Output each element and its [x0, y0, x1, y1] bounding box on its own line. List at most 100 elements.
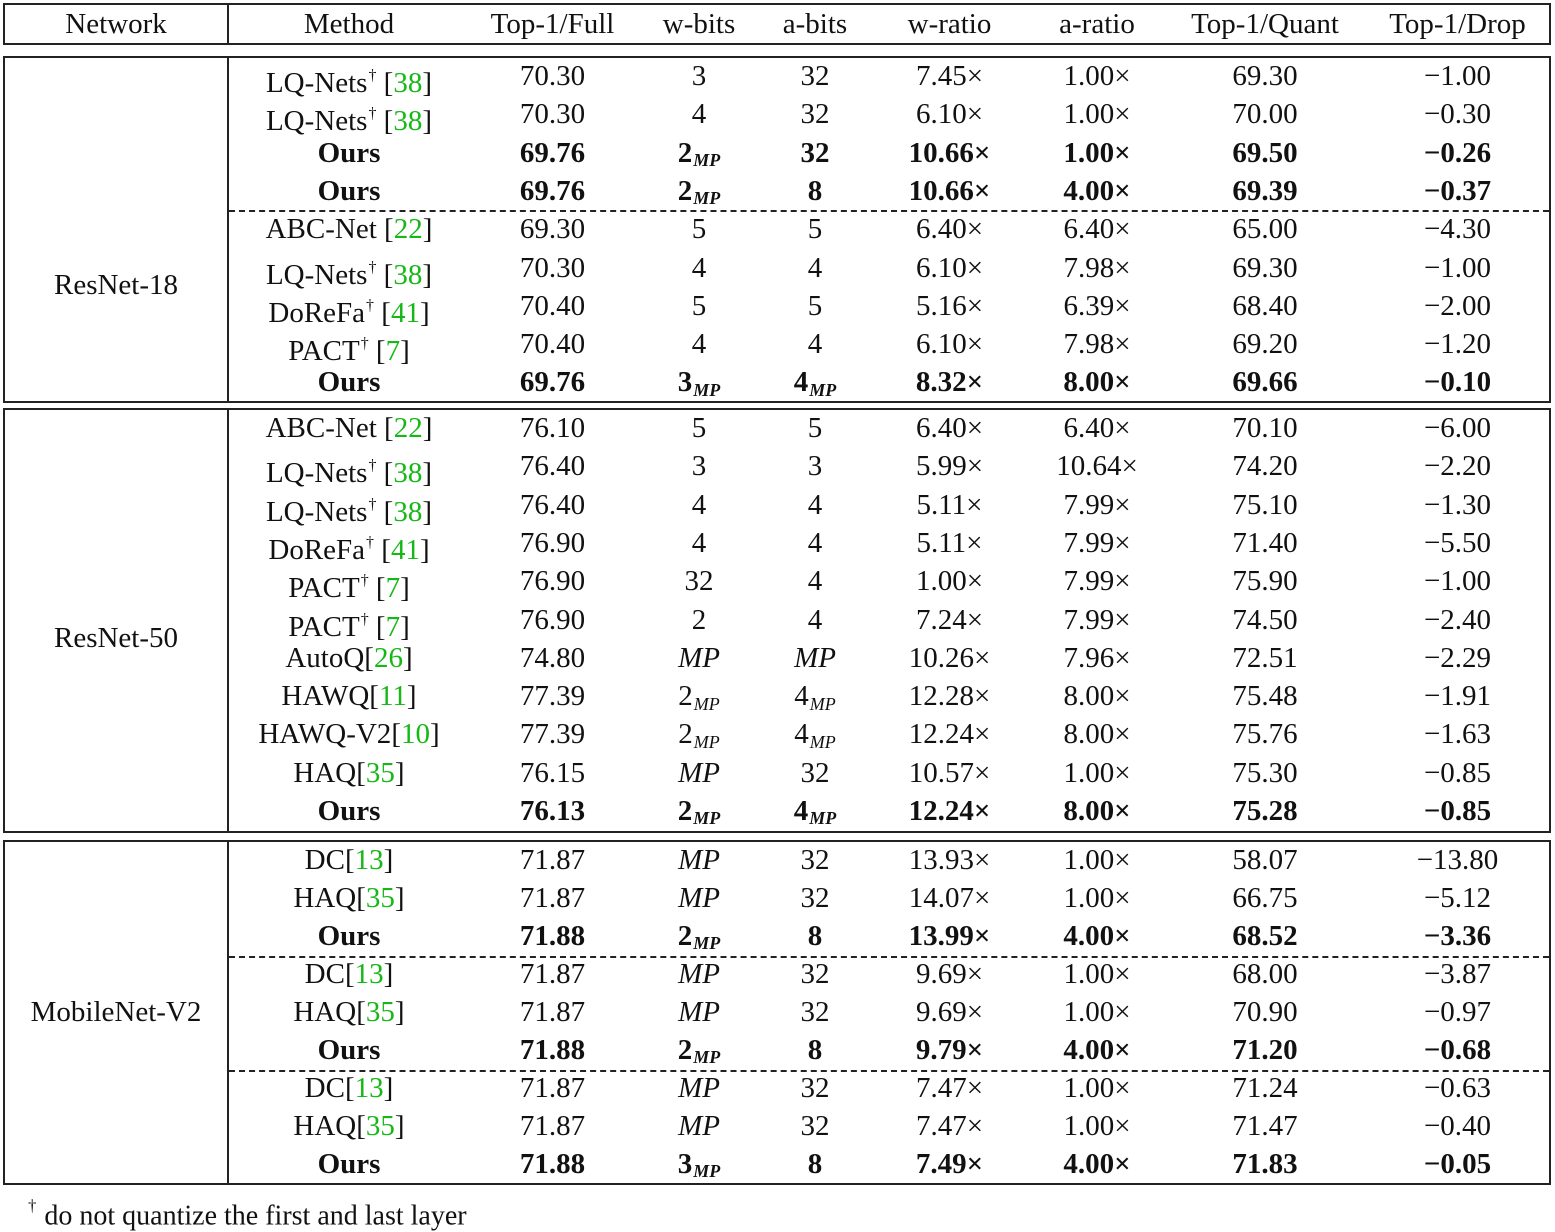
cell-w-bits-value: 4	[691, 526, 707, 559]
bracket: [	[384, 213, 394, 246]
cell-w-bits-value: MP	[678, 882, 720, 914]
cell-w-ratio-value: 6.40×	[915, 412, 984, 444]
cell-top1-full-value: 76.90	[519, 603, 586, 636]
cell-top1-quant-value: 74.50	[1232, 603, 1298, 636]
citation-link[interactable]: 7	[385, 572, 401, 605]
method-ref-space	[369, 572, 376, 604]
citation-link[interactable]: 38	[393, 258, 423, 291]
cell-a-bits: 8	[765, 917, 865, 955]
citation-link[interactable]: 35	[365, 996, 395, 1028]
cell-w-ratio-value: 5.16×	[915, 289, 984, 322]
cell-a-bits: 4	[765, 325, 865, 363]
bracket: [	[383, 495, 394, 528]
cell-top1-full: 71.87	[480, 879, 625, 917]
citation-link[interactable]: 13	[354, 1072, 384, 1104]
cell-w-ratio: 9.79×	[877, 1031, 1022, 1069]
cell-top1-quant: 74.50	[1175, 601, 1355, 639]
cell-w-bits: 2MP	[639, 1031, 759, 1069]
cell-a-ratio: 1.00×	[1027, 879, 1167, 917]
cell-a-ratio: 1.00×	[1027, 841, 1167, 879]
cell-w-bits: MP	[639, 879, 759, 917]
table-row: DoReFa† [41] 70.40 5 5 5.16× 6.39× 68.40 −2.00	[5, 287, 1550, 329]
citation-link[interactable]: 38	[393, 457, 423, 490]
method-name: DC	[304, 844, 345, 876]
cell-w-ratio-value: 9.69×	[915, 958, 984, 990]
cell-w-ratio: 7.49×	[877, 1145, 1022, 1183]
citation-link[interactable]: 26	[373, 641, 403, 674]
cell-w-bits: 2MP	[639, 715, 759, 753]
cell-top1-drop: −2.00	[1365, 287, 1550, 325]
citation-link[interactable]: 7	[385, 610, 401, 643]
bracket: ]	[422, 495, 433, 528]
cell-w-ratio: 6.40×	[877, 409, 1022, 447]
citation-link[interactable]: 13	[354, 844, 384, 876]
cell-w-ratio: 9.69×	[877, 993, 1022, 1031]
cell-w-bits-subscript: MP	[693, 808, 721, 829]
table-row: LQ-Nets† [38] 70.30 4 32 6.10× 1.00× 70.00 −0.3…	[5, 95, 1549, 137]
cell-w-ratio-value: 10.26×	[908, 641, 991, 674]
cell-w-bits-value: 2	[678, 718, 693, 751]
method-name: DoReFa	[268, 533, 366, 566]
cell-a-bits-value: 5	[807, 213, 823, 246]
cell-method: HAQ[35]	[229, 879, 469, 917]
citation-link[interactable]: 7	[385, 335, 401, 368]
cell-a-ratio-value: 1.00×	[1063, 996, 1131, 1028]
cell-w-ratio: 6.10×	[877, 95, 1022, 133]
cell-w-ratio: 7.24×	[877, 601, 1022, 639]
citation-link[interactable]: 22	[393, 412, 423, 444]
cell-top1-full-value: 76.13	[519, 795, 586, 827]
method-name: ABC-Net	[265, 412, 377, 444]
cell-top1-quant: 71.83	[1175, 1145, 1355, 1183]
cell-top1-full-value: 77.39	[519, 680, 586, 713]
cell-a-ratio-value: 7.98×	[1063, 251, 1131, 284]
cell-top1-quant-value: 58.07	[1232, 844, 1298, 876]
cell-top1-quant: 69.50	[1175, 134, 1355, 172]
citation-link[interactable]: 38	[393, 105, 423, 138]
citation-link[interactable]: 13	[354, 958, 384, 990]
cell-w-ratio-value: 14.07×	[908, 882, 991, 914]
method-name: Ours	[317, 174, 381, 207]
cell-top1-full: 70.30	[480, 249, 625, 287]
cell-top1-quant: 69.20	[1175, 325, 1355, 363]
cell-a-ratio-value: 8.00×	[1063, 680, 1131, 713]
citation-link[interactable]: 35	[365, 756, 395, 789]
cell-top1-drop-value: −0.97	[1423, 996, 1492, 1028]
cell-top1-quant-value: 70.00	[1232, 98, 1298, 131]
cell-w-bits-value: 2	[691, 603, 707, 636]
cell-top1-quant: 75.30	[1175, 754, 1355, 792]
citation-link[interactable]: 10	[400, 718, 430, 751]
group-divider	[227, 842, 229, 1183]
method-name: Ours	[317, 795, 381, 827]
cell-w-bits-subscript: MP	[693, 150, 721, 171]
cell-a-ratio-value: 6.40×	[1063, 412, 1131, 444]
cell-a-ratio: 7.96×	[1027, 639, 1167, 677]
cell-a-bits-subscript: MP	[809, 693, 836, 714]
citation-link[interactable]: 41	[390, 296, 420, 329]
bracket: [	[391, 718, 401, 751]
cell-w-bits: 3	[639, 447, 759, 485]
citation-link[interactable]: 22	[393, 213, 423, 246]
cell-a-ratio-value: 1.00×	[1063, 882, 1131, 914]
citation-link[interactable]: 35	[365, 882, 395, 914]
bracket: ]	[419, 296, 430, 329]
cell-w-ratio: 6.10×	[877, 325, 1022, 363]
cell-top1-full-value: 74.80	[519, 641, 586, 674]
cell-top1-drop-value: −1.00	[1423, 565, 1492, 598]
cell-top1-quant: 75.10	[1175, 486, 1355, 524]
cell-a-ratio: 7.98×	[1027, 249, 1167, 287]
citation-link[interactable]: 38	[393, 66, 423, 99]
citation-link[interactable]: 41	[390, 533, 420, 566]
dagger-mark: †	[368, 67, 377, 84]
citation-link[interactable]: 38	[393, 495, 423, 528]
cell-top1-full-value: 71.87	[519, 882, 586, 914]
cell-top1-quant-value: 75.48	[1232, 680, 1298, 713]
citation-link[interactable]: 35	[365, 1110, 395, 1142]
bracket: [	[344, 958, 355, 990]
cell-w-bits: 4	[639, 95, 759, 133]
cell-top1-quant: 75.28	[1175, 792, 1355, 830]
cell-top1-full: 71.87	[480, 841, 625, 879]
citation-link[interactable]: 11	[378, 680, 407, 713]
cell-a-bits: 4	[765, 601, 865, 639]
cell-top1-quant-value: 75.76	[1232, 718, 1298, 751]
cell-top1-quant: 58.07	[1175, 841, 1355, 879]
